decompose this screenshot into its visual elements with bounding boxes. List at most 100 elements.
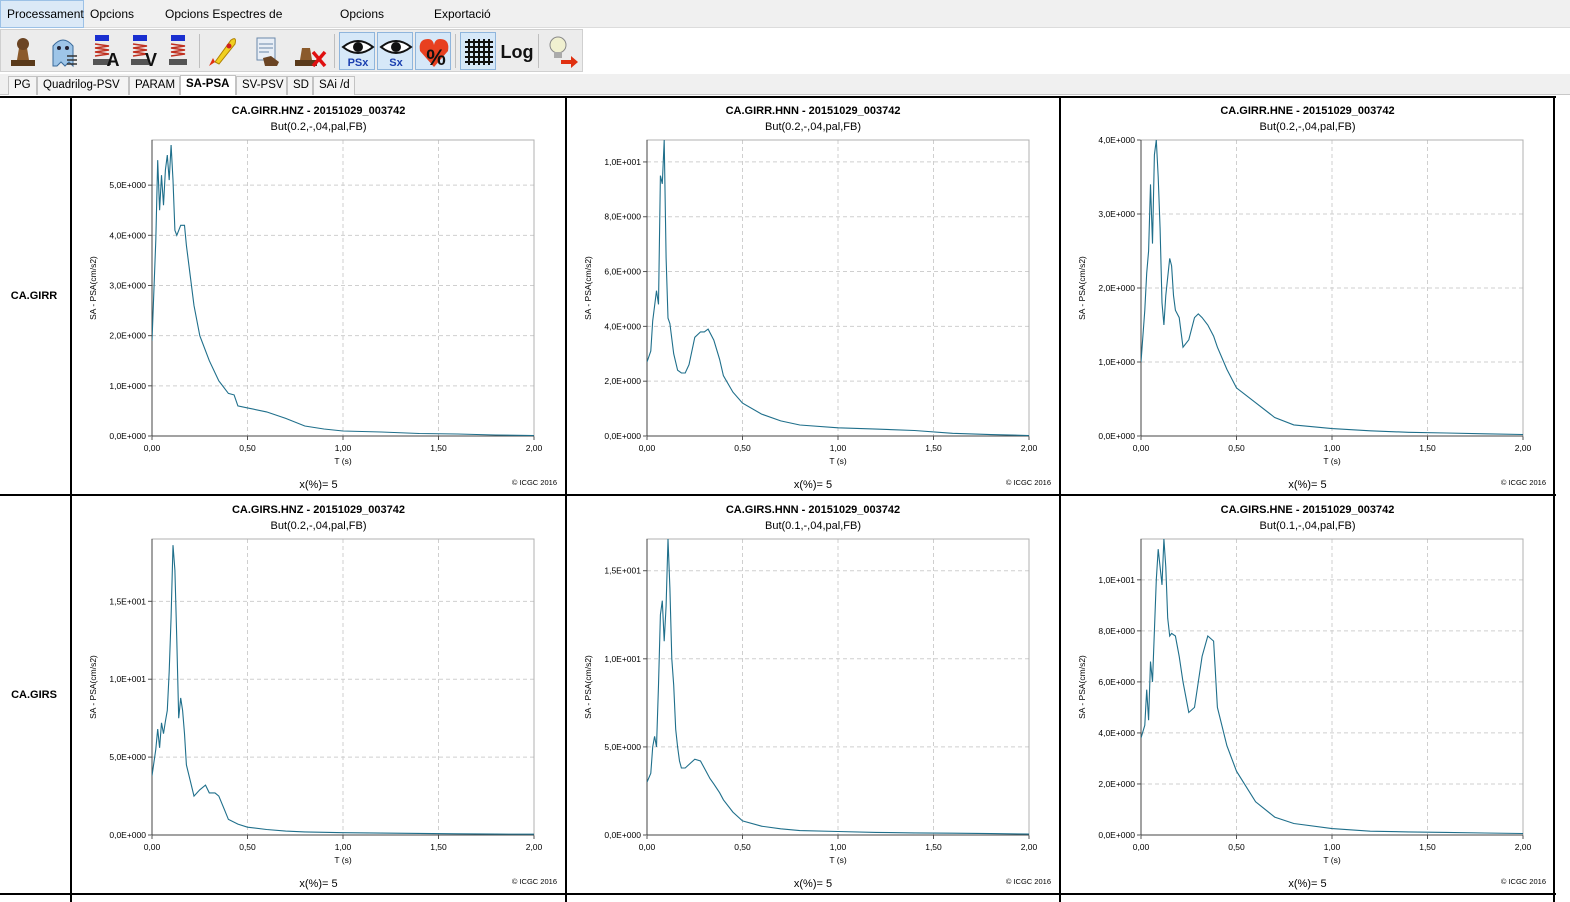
y-tick-label: 4,0E+000 <box>1098 728 1135 738</box>
x-axis-label: T (s) <box>334 855 351 865</box>
y-tick-label: 4,0E+000 <box>1098 135 1135 145</box>
grid-divider <box>565 96 567 902</box>
y-tick-label: 1,5E+001 <box>604 566 641 576</box>
spring-a-button[interactable]: A <box>85 32 121 70</box>
y-tick-label: 6,0E+000 <box>1098 677 1135 687</box>
row-label-station: CA.GIRS <box>11 689 57 701</box>
tab-sv-psv[interactable]: SV-PSV <box>236 76 287 95</box>
copyright-label: © ICGC 2016 <box>511 877 557 886</box>
chart-title: CA.GIRS.HNN - 20151029_003742 <box>725 504 901 516</box>
lightbulb-exit-icon <box>549 36 578 68</box>
chart-subtitle: But(0.2,-,04,pal,FB) <box>270 520 367 532</box>
series-line <box>1141 538 1523 835</box>
menu-processament[interactable]: Processament <box>0 0 84 28</box>
copyright-label: © ICGC 2016 <box>1500 478 1546 487</box>
eye-sx-button[interactable]: Sx <box>377 32 413 70</box>
menu-opcions-pg[interactable]: Opcions PG <box>90 7 135 49</box>
x-tick-label: 1,00 <box>830 842 847 852</box>
damping-label: x(%)= 5 <box>793 878 833 890</box>
spring-icon <box>169 35 187 65</box>
stamp-delete-button[interactable] <box>291 32 327 70</box>
y-tick-label: 4,0E+000 <box>109 230 146 240</box>
eye-psx-button[interactable]: PSx <box>339 32 375 70</box>
series-line <box>647 538 1029 835</box>
x-tick-label: 0,50 <box>734 443 751 453</box>
chart-svg: 0,00 0,50 1,00 1,50 2,00 0,0E+000 1,0E+000 2,0E… <box>88 139 543 466</box>
copyright-label: © ICGC 2016 <box>1005 877 1051 886</box>
x-tick-label: 0,00 <box>144 842 161 852</box>
hand-document-button[interactable] <box>249 32 285 70</box>
x-tick-label: 1,50 <box>925 443 942 453</box>
y-tick-label: 0,0E+000 <box>109 830 146 840</box>
x-axis-label: T (s) <box>829 456 846 466</box>
chart-svg: 0,00 0,50 1,00 1,50 2,00 0,0E+000 2,0E+000 4,0E… <box>1077 538 1532 865</box>
ghost-icon <box>52 39 77 68</box>
copyright-label: © ICGC 2016 <box>1005 478 1051 487</box>
tab-sa-psa[interactable]: SA-PSA <box>180 75 236 95</box>
x-axis-label: T (s) <box>1323 855 1340 865</box>
y-tick-label: 8,0E+000 <box>1098 626 1135 636</box>
y-tick-label: 2,0E+000 <box>604 376 641 386</box>
x-axis-label: T (s) <box>334 456 351 466</box>
grid-divider <box>1059 96 1061 902</box>
spring-a-icon: A <box>93 35 120 70</box>
heart-percent-button[interactable]: % <box>415 32 451 70</box>
damping-label: x(%)= 5 <box>793 479 833 491</box>
y-tick-label: 0,0E+000 <box>604 830 641 840</box>
x-tick-label: 1,50 <box>430 842 447 852</box>
svg-text:Log: Log <box>501 42 534 62</box>
grid-divider <box>70 96 72 902</box>
menu-opcions-gr-fics[interactable]: Opcions Gràfics <box>340 7 385 49</box>
toolbar-separator <box>455 34 456 68</box>
y-tick-label: 1,0E+001 <box>604 157 641 167</box>
x-tick-label: 2,00 <box>526 842 543 852</box>
chart-subtitle: But(0.2,-,04,pal,FB) <box>765 121 861 133</box>
lightbulb-exit-button[interactable] <box>543 32 579 70</box>
tab-param[interactable]: PARAM <box>129 76 180 95</box>
series-line <box>647 139 1029 436</box>
y-tick-label: 6,0E+000 <box>604 267 641 277</box>
grid-button[interactable] <box>460 32 496 70</box>
menu-exportaci-[interactable]: Exportació <box>434 7 491 21</box>
svg-text:PSx: PSx <box>348 57 370 69</box>
x-tick-label: 1,00 <box>1324 443 1341 453</box>
chart-svg: 0,00 0,50 1,00 1,50 2,00 0,0E+000 5,0E+000 1,0E… <box>88 538 543 865</box>
stamp-button[interactable] <box>5 32 41 70</box>
spring-v-button[interactable]: V <box>123 32 159 70</box>
y-tick-label: 1,0E+000 <box>109 381 146 391</box>
tab-sai-d[interactable]: SAi /d <box>313 76 355 95</box>
heart-percent-icon: % <box>419 39 449 70</box>
menu-opcions-espectres-de-resposta[interactable]: Opcions Espectres de Resposta <box>165 7 283 49</box>
grid-divider <box>0 96 1556 98</box>
y-axis-label: SA - PSA(cm/s2) <box>1077 256 1087 320</box>
tab-sd[interactable]: SD <box>287 76 313 95</box>
series-line <box>152 144 534 436</box>
x-tick-label: 0,00 <box>144 443 161 453</box>
x-tick-label: 1,50 <box>925 842 942 852</box>
chart-title: CA.GIRR.HNZ - 20151029_003742 <box>231 105 406 117</box>
copyright-label: © ICGC 2016 <box>511 478 557 487</box>
log-button[interactable]: Log <box>498 32 534 70</box>
copyright-label: © ICGC 2016 <box>1500 877 1546 886</box>
tab-bar: PG Quadrilog-PSV PARAM SA-PSA SV-PSV SD SAi /d <box>0 74 1570 95</box>
x-tick-label: 2,00 <box>1515 842 1532 852</box>
chart-subtitle: But(0.2,-,04,pal,FB) <box>270 121 367 133</box>
y-tick-label: 1,0E+000 <box>1098 357 1135 367</box>
svg-text:%: % <box>426 45 446 70</box>
chart-panel: 0,00 0,50 1,00 1,50 2,00 0,0E+000 1,0E+000 2,0E… <box>1061 98 1554 494</box>
x-tick-label: 1,00 <box>1324 842 1341 852</box>
y-tick-label: 2,0E+000 <box>109 331 146 341</box>
chart-panel: 0,00 0,50 1,00 1,50 2,00 0,0E+000 2,0E+000 4,0E… <box>1061 497 1554 893</box>
series-line <box>1141 139 1523 436</box>
ghost-button[interactable] <box>45 32 81 70</box>
rocket-button[interactable] <box>205 32 241 70</box>
y-axis-label: SA - PSA(cm/s2) <box>1077 655 1087 719</box>
grid-divider <box>0 494 1556 496</box>
tab-pg[interactable]: PG <box>8 76 37 95</box>
x-axis-label: T (s) <box>829 855 846 865</box>
y-tick-label: 1,0E+001 <box>1098 575 1135 585</box>
tab-quadrilog-psv[interactable]: Quadrilog-PSV <box>37 76 129 95</box>
chart-panel: 0,00 0,50 1,00 1,50 2,00 0,0E+000 5,0E+000 1,0E… <box>567 497 1059 893</box>
y-tick-label: 3,0E+000 <box>1098 209 1135 219</box>
spring-button[interactable] <box>161 32 197 70</box>
